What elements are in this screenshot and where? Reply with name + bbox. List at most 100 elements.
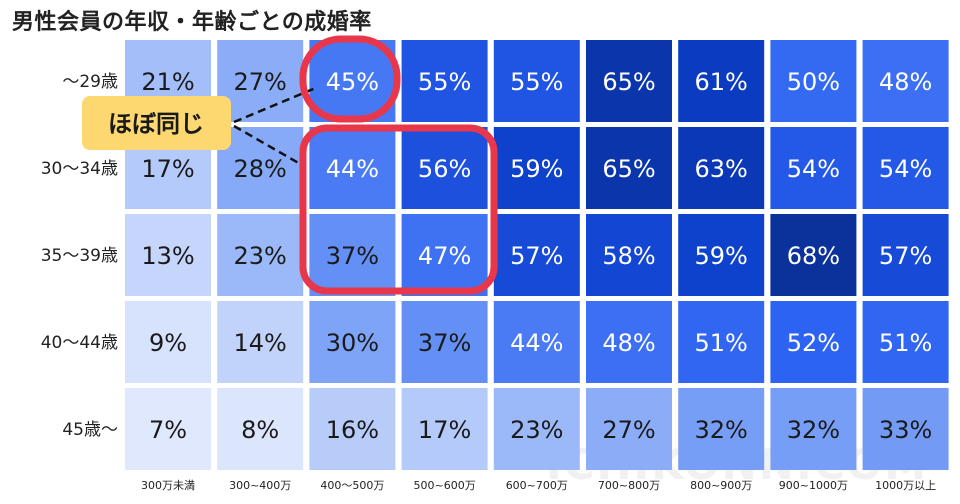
heatmap-cell <box>309 127 396 209</box>
heatmap-cell <box>586 214 672 296</box>
heatmap-cell-label: 16% <box>326 416 379 444</box>
heatmap-cell <box>770 127 857 209</box>
callout-box <box>82 96 231 150</box>
heatmap-cell-label: 7% <box>149 416 187 444</box>
heatmap-cell-label: 44% <box>326 155 379 183</box>
heatmap-cell-label: 21% <box>141 68 194 96</box>
heatmap-cell-label: 45% <box>326 68 379 96</box>
row-label: 45歳～ <box>62 420 118 440</box>
heatmap-cell-label: 37% <box>418 329 471 357</box>
heatmap-cell-label: 32% <box>695 416 748 444</box>
heatmap-cell <box>309 301 396 383</box>
heatmap-cell-label: 28% <box>234 155 287 183</box>
callout-line-bottom <box>233 124 303 167</box>
heatmap-cell-label: 23% <box>510 416 563 444</box>
column-label: 700~800万 <box>598 479 660 492</box>
heatmap-cell-label: 32% <box>787 416 840 444</box>
row-label: 35～39歳 <box>41 246 118 266</box>
heatmap-cell <box>770 388 857 470</box>
heatmap-cell-label: 48% <box>602 329 655 357</box>
heatmap-cell-label: 65% <box>602 155 655 183</box>
heatmap-cell-label: 54% <box>879 155 932 183</box>
heatmap-cell <box>493 214 580 296</box>
heatmap-cell <box>586 40 672 122</box>
heatmap-cell-label: 51% <box>695 329 748 357</box>
chart-title: 男性会員の年収・年齢ごとの成婚率 <box>12 10 372 35</box>
heatmap-cell <box>770 301 857 383</box>
column-label: 900~1000万 <box>779 479 848 492</box>
heatmap-cell <box>678 214 765 296</box>
heatmap-cell <box>862 388 949 470</box>
heatmap-cell-label: 58% <box>602 242 655 270</box>
column-label: 300~400万 <box>229 479 291 492</box>
row-label: 40～44歳 <box>41 333 118 353</box>
heatmap-cell <box>309 214 396 296</box>
heatmap-cell <box>401 388 488 470</box>
heatmap-cell-label: 55% <box>510 68 563 96</box>
heatmap-cell <box>678 40 765 122</box>
heatmap-cell <box>493 40 580 122</box>
heatmap-cell <box>862 127 949 209</box>
heatmap-cell <box>401 214 488 296</box>
heatmap-cell-label: 47% <box>418 242 471 270</box>
heatmap-cell-label: 27% <box>234 68 287 96</box>
heatmap-cell-label: 17% <box>418 416 471 444</box>
callout-line-top <box>233 85 319 124</box>
highlight-circle <box>299 35 401 123</box>
heatmap-cell-label: 68% <box>787 242 840 270</box>
heatmap-cell <box>217 388 304 470</box>
heatmap-cell <box>217 214 304 296</box>
heatmap-cell-label: 23% <box>234 242 287 270</box>
row-label: ～29歳 <box>62 72 118 92</box>
heatmap-cell <box>493 127 580 209</box>
heatmap-cell-label: 59% <box>695 242 748 270</box>
heatmap-cell <box>678 301 765 383</box>
heatmap-cell-label: 57% <box>510 242 563 270</box>
heatmap-cell-label: 65% <box>602 68 655 96</box>
heatmap-cell-label: 52% <box>787 329 840 357</box>
heatmap-cell <box>401 301 488 383</box>
heatmap-cell-label: 27% <box>602 416 655 444</box>
heatmap-cell-label: 56% <box>418 155 471 183</box>
annotation-overlay: ほぼ同じ <box>82 35 498 295</box>
heatmap-cell-label: 61% <box>695 68 748 96</box>
heatmap-cell-label: 44% <box>510 329 563 357</box>
heatmap-cell-label: 37% <box>326 242 379 270</box>
heatmap-cell <box>862 214 949 296</box>
column-label: 800~900万 <box>690 479 752 492</box>
column-label: 400～500万 <box>320 479 384 492</box>
heatmap-cell <box>678 388 765 470</box>
heatmap-cell <box>493 301 580 383</box>
heatmap-cell-label: 30% <box>326 329 379 357</box>
heatmap-cell-label: 51% <box>879 329 932 357</box>
heatmap-cell <box>217 40 304 122</box>
heatmap-cell-label: 63% <box>695 155 748 183</box>
heatmap-cell <box>401 127 488 209</box>
heatmap-cell <box>770 40 857 122</box>
heatmap-cell <box>678 127 765 209</box>
column-labels: 300万未満 300~400万 400～500万 500~600万 600~700万 70… <box>141 479 936 492</box>
heatmap-cell <box>125 214 211 296</box>
heatmap-cell-label: 8% <box>241 416 279 444</box>
callout-label: ほぼ同じ <box>108 110 204 138</box>
heatmap-cell <box>125 388 211 470</box>
heatmap-cell <box>770 214 857 296</box>
column-label: 600~700万 <box>506 479 568 492</box>
heatmap-cell <box>862 301 949 383</box>
highlight-rectangle <box>299 124 498 295</box>
heatmap-cell-label: 13% <box>141 242 194 270</box>
heatmap-cell-label: 33% <box>879 416 932 444</box>
heatmap-cell <box>862 40 949 122</box>
heatmap-cell <box>125 301 211 383</box>
heatmap-cell-label: 48% <box>879 68 932 96</box>
heatmap-cell-label: 14% <box>234 329 287 357</box>
heatmap-cell <box>493 388 580 470</box>
heatmap-cell-label: 17% <box>141 155 194 183</box>
heatmap-cells: 21% 27% 45% 55% 55% 65% 61% 50% 48% 17% 28% 44% 56% 5… <box>125 40 949 470</box>
row-labels: ～29歳 30～34歳 35～39歳 40～44歳 45歳～ <box>41 72 118 440</box>
heatmap-cell-label: 54% <box>787 155 840 183</box>
heatmap-cell-label: 55% <box>418 68 471 96</box>
heatmap-cell <box>401 40 488 122</box>
heatmap-cell <box>586 127 672 209</box>
